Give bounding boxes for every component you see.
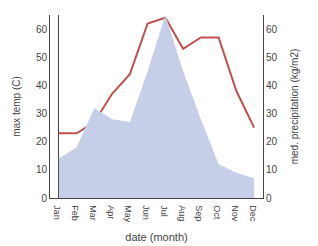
svg-text:60: 60 <box>36 24 48 35</box>
svg-text:Aug: Aug <box>177 205 187 221</box>
svg-text:Nov: Nov <box>230 205 240 222</box>
svg-text:50: 50 <box>36 52 48 63</box>
svg-text:date (month): date (month) <box>125 231 187 243</box>
svg-text:Jun: Jun <box>141 205 151 220</box>
svg-text:May: May <box>123 205 133 223</box>
svg-text:Apr: Apr <box>106 205 116 219</box>
svg-text:40: 40 <box>36 80 48 91</box>
svg-text:Jan: Jan <box>52 205 62 220</box>
svg-text:0: 0 <box>41 193 47 204</box>
svg-text:10: 10 <box>266 164 278 175</box>
svg-text:20: 20 <box>266 136 278 147</box>
svg-text:med. precipitation (kg/m2): med. precipitation (kg/m2) <box>289 49 300 165</box>
svg-text:Feb: Feb <box>70 205 80 221</box>
svg-text:Oct: Oct <box>212 205 222 220</box>
svg-text:0: 0 <box>266 193 272 204</box>
svg-text:Dec: Dec <box>248 205 258 222</box>
svg-text:60: 60 <box>266 24 278 35</box>
svg-text:20: 20 <box>36 136 48 147</box>
svg-text:40: 40 <box>266 80 278 91</box>
svg-text:Sep: Sep <box>194 205 204 221</box>
svg-text:max temp (C): max temp (C) <box>11 76 22 137</box>
svg-text:30: 30 <box>266 108 278 119</box>
svg-text:10: 10 <box>36 164 48 175</box>
svg-text:30: 30 <box>36 108 48 119</box>
svg-text:50: 50 <box>266 52 278 63</box>
svg-text:Jul: Jul <box>159 205 169 217</box>
svg-text:Mar: Mar <box>88 205 98 221</box>
